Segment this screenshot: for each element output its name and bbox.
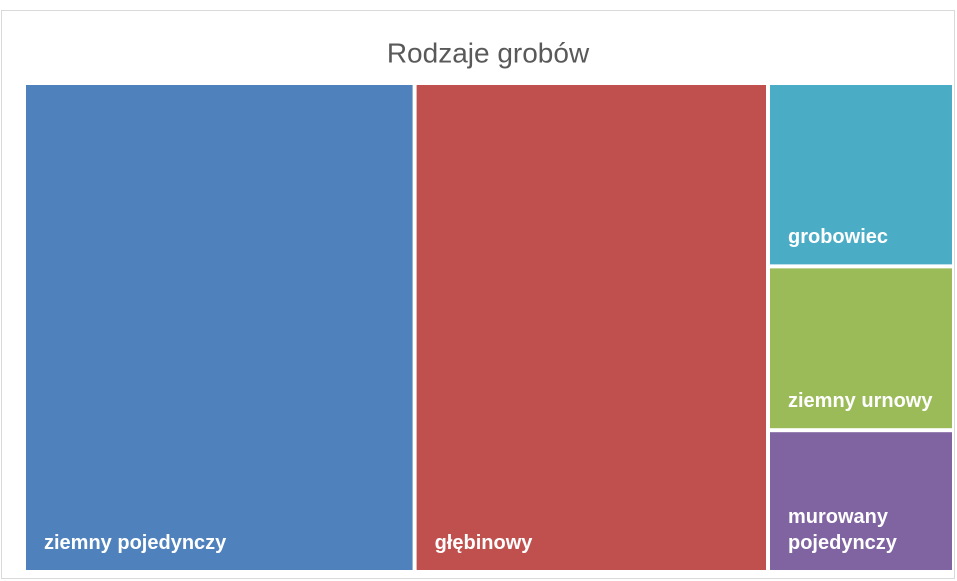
treemap-tile bbox=[26, 85, 413, 570]
tile-label: ziemny pojedynczy bbox=[44, 532, 227, 554]
tile-label: murowany pojedynczy bbox=[788, 505, 897, 554]
treemap-tile bbox=[416, 85, 766, 570]
tile-label: grobowiec bbox=[788, 226, 889, 249]
tile-label: głębinowy bbox=[434, 532, 533, 554]
tile-label-box: grobowiec bbox=[788, 226, 889, 249]
chart-title: Rodzaje grobów bbox=[387, 37, 590, 68]
tile-label-box: ziemny urnowy bbox=[788, 390, 933, 413]
tile-label-box: murowany pojedynczy bbox=[788, 505, 897, 554]
treemap-tile bbox=[770, 432, 952, 570]
treemap-tile bbox=[770, 85, 952, 265]
tile-label-box: głębinowy bbox=[434, 532, 533, 554]
tile-label: ziemny urnowy bbox=[788, 390, 933, 413]
tile-label-box: ziemny pojedynczy bbox=[44, 532, 227, 554]
treemap-tile bbox=[770, 268, 952, 429]
